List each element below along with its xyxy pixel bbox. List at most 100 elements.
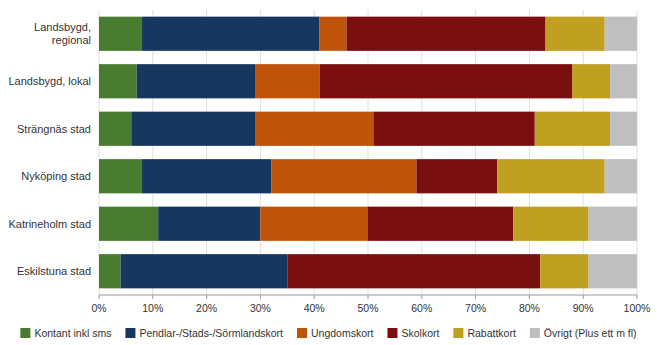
grid-line <box>421 10 422 295</box>
x-tick <box>421 295 422 299</box>
legend-swatch <box>530 328 540 338</box>
bar-segment <box>99 17 142 51</box>
grid-line <box>529 10 530 295</box>
bar-segment <box>99 207 158 241</box>
x-tick <box>368 295 369 299</box>
grid-line <box>99 10 100 295</box>
bar-segment <box>572 64 610 98</box>
bar-segment <box>255 112 373 146</box>
series <box>497 17 610 289</box>
x-tick-label: 80% <box>519 302 540 314</box>
y-tick-label: Eskilstuna stad <box>17 265 91 277</box>
x-tick-label: 70% <box>465 302 486 314</box>
x-tick-label: 60% <box>411 302 432 314</box>
series <box>99 17 158 289</box>
legend-swatch <box>20 328 30 338</box>
grid-line <box>475 10 476 295</box>
legend-label: Övrigt (Plus ett m fl) <box>544 327 637 339</box>
bar-segment <box>99 254 121 288</box>
x-axis: 0% 10% 20% 30% 40% 50% 60% 70% 80% 90% 100% <box>91 295 650 314</box>
legend-label: Skolkort <box>401 327 439 339</box>
legend-item: Rabattkort <box>453 327 516 339</box>
bar-segment <box>271 159 416 193</box>
grid-line <box>206 10 207 295</box>
bar-segment <box>131 112 255 146</box>
bar-segment <box>346 17 545 51</box>
bar-segment <box>416 159 497 193</box>
bar-segment <box>255 64 320 98</box>
legend-label: Kontant inkl sms <box>34 327 111 339</box>
x-tick <box>99 295 100 299</box>
x-tick-label: 50% <box>357 302 378 314</box>
legend-label: Pendlar-/Stads-/Sörmlandskort <box>139 327 283 339</box>
grid-line <box>637 10 638 295</box>
grid <box>99 10 637 295</box>
x-tick <box>314 295 315 299</box>
bar-segment <box>589 207 637 241</box>
bar-segment <box>320 17 347 51</box>
grid-line <box>583 10 584 295</box>
x-axis-line <box>99 295 637 296</box>
x-tick <box>260 295 261 299</box>
x-tick <box>637 295 638 299</box>
bar-segment <box>142 159 271 193</box>
x-tick-label: 100% <box>624 302 651 314</box>
series <box>589 17 637 289</box>
x-tick-label: 20% <box>196 302 217 314</box>
legend-label: Rabattkort <box>467 327 516 339</box>
bar-segment <box>497 159 605 193</box>
bar-segment <box>320 64 573 98</box>
bar-segment <box>368 207 513 241</box>
series <box>287 17 572 289</box>
legend-swatch <box>453 328 463 338</box>
legend-swatch <box>125 328 135 338</box>
bar-segment <box>373 112 534 146</box>
legend-item: Ungdomskort <box>297 327 374 339</box>
bar-segment <box>260 207 368 241</box>
x-tick <box>152 295 153 299</box>
x-tick-label: 30% <box>250 302 271 314</box>
y-tick-label: Katrineholm stad <box>8 218 91 230</box>
bar-segment <box>535 112 610 146</box>
bar-segment <box>99 159 142 193</box>
x-tick-label: 0% <box>91 302 106 314</box>
bar-segment <box>605 159 637 193</box>
bar-segment <box>589 254 637 288</box>
bar-segment <box>121 254 288 288</box>
legend: Kontant inkl sms Pendlar-/Stads-/Sörmland… <box>20 327 636 339</box>
x-tick <box>583 295 584 299</box>
grid-line <box>314 10 315 295</box>
bar-segment <box>513 207 588 241</box>
grid-line <box>260 10 261 295</box>
grid-line <box>368 10 369 295</box>
y-tick-label: Nyköping stad <box>21 170 91 182</box>
legend-label: Ungdomskort <box>311 327 374 339</box>
bar-segment <box>546 17 605 51</box>
legend-item: Pendlar-/Stads-/Sörmlandskort <box>125 327 283 339</box>
series <box>121 17 320 289</box>
bar-segment <box>99 64 137 98</box>
x-tick-label: 40% <box>304 302 325 314</box>
x-tick-label: 90% <box>573 302 594 314</box>
legend-swatch <box>297 328 307 338</box>
bar-segment <box>605 17 637 51</box>
x-tick-label: 10% <box>142 302 163 314</box>
y-tick-label: Landsbygd,regional <box>34 21 91 46</box>
bars <box>99 17 637 289</box>
grid-line <box>152 10 153 295</box>
bar-segment <box>158 207 260 241</box>
bar-segment <box>142 17 320 51</box>
chart-container: 0% 10% 20% 30% 40% 50% 60% 70% 80% 90% 100% Kontant… <box>0 0 657 345</box>
bar-segment <box>610 64 637 98</box>
legend-item: Övrigt (Plus ett m fl) <box>530 327 637 339</box>
bar-segment <box>540 254 588 288</box>
chart-svg: 0% 10% 20% 30% 40% 50% 60% 70% 80% 90% 100% Kontant… <box>0 0 657 345</box>
x-tick <box>206 295 207 299</box>
bar-segment <box>99 112 131 146</box>
x-tick <box>475 295 476 299</box>
legend-swatch <box>387 328 397 338</box>
legend-item: Kontant inkl sms <box>20 327 111 339</box>
y-tick-label: Landsbygd, lokal <box>8 75 91 87</box>
bar-segment <box>137 64 255 98</box>
bar-segment <box>610 112 637 146</box>
